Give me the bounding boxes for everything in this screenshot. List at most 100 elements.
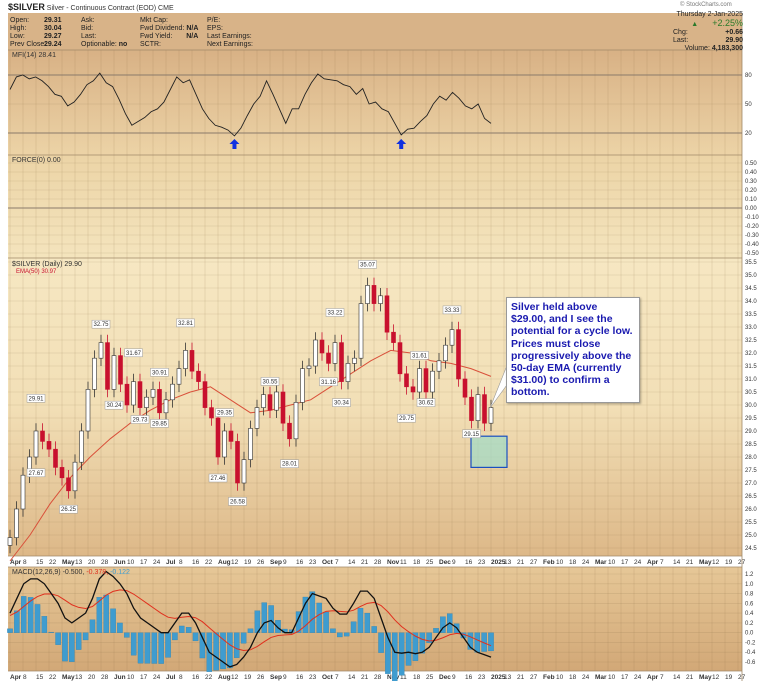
price-label: 26.25	[61, 507, 77, 513]
macd-histogram-bar	[96, 597, 103, 633]
price-label-box	[319, 377, 338, 387]
x-axis-strip	[8, 556, 742, 567]
macd-histogram-bar	[275, 620, 281, 633]
price-label: 27.67	[28, 471, 44, 477]
y-tick-label: 80	[745, 73, 752, 79]
candle-body	[430, 370, 435, 393]
candle-body	[475, 394, 481, 421]
x-tick-label: 20	[88, 674, 96, 681]
x-tick-label: 23	[478, 674, 486, 681]
candle-body	[53, 448, 58, 468]
macd-histogram-bar	[185, 627, 192, 633]
x-tick-label: May	[699, 559, 712, 566]
candle-body	[137, 381, 143, 408]
macd-histogram-bar	[117, 622, 123, 633]
price-label-box	[26, 394, 46, 403]
x-tick-label: 22	[205, 559, 213, 566]
macd-histogram-bar	[412, 632, 419, 661]
candle-body	[183, 350, 188, 369]
candle-body	[469, 396, 474, 421]
candle-body	[417, 368, 422, 393]
candle-body	[196, 370, 201, 382]
candle-body	[105, 342, 110, 390]
price-label: 29.15	[464, 432, 480, 438]
y-tick-label: 25.5	[745, 520, 757, 526]
candle-body	[443, 344, 448, 362]
y-tick-label: 0.10	[745, 197, 757, 203]
x-axis-strip-bottom	[8, 671, 742, 681]
x-tick-label: Sep	[270, 674, 282, 681]
y-tick-label: -0.2	[745, 640, 756, 646]
macd-histogram-bar	[474, 632, 481, 653]
macd-histogram-bar	[103, 594, 109, 633]
y-tick-label: 0.4	[745, 611, 754, 617]
x-tick-label: Oct	[322, 674, 334, 681]
candle-body	[144, 396, 149, 408]
candle-body	[313, 339, 318, 367]
macd-legend: MACD(12,26,9) -0.500, -0.378, -0.122	[12, 569, 130, 576]
x-tick-label: 17	[140, 674, 148, 681]
x-tick-label: Apr	[10, 559, 22, 566]
x-tick-label: 25	[426, 559, 434, 566]
candle-body	[410, 386, 416, 393]
x-tick-label: 16	[192, 559, 200, 566]
candle-body	[397, 342, 403, 375]
x-tick-label: 26	[257, 674, 265, 681]
macd-panel	[8, 567, 742, 671]
y-tick-label: 31.5	[745, 364, 757, 370]
x-tick-label: 19	[725, 559, 733, 566]
candle-body	[157, 389, 162, 414]
x-tick-label: 19	[244, 559, 252, 566]
x-tick-label: 12	[712, 559, 720, 566]
x-tick-label: 18	[569, 559, 577, 566]
candle-body	[267, 394, 273, 411]
macd-histogram-bar	[20, 596, 27, 633]
target-zone-box	[470, 435, 508, 469]
macd-histogram-bar	[385, 632, 391, 674]
candle-body	[59, 467, 65, 479]
macd-histogram-bar	[165, 632, 171, 658]
y-tick-label: -0.50	[745, 251, 759, 257]
candle-body	[241, 459, 247, 484]
y-tick-label: 0.00	[745, 206, 757, 212]
y-tick-label: 0.30	[745, 179, 757, 185]
macd-histogram-bar	[179, 625, 185, 633]
x-tick-label: 24	[153, 559, 161, 566]
force-panel	[8, 155, 742, 258]
info-panel	[8, 13, 742, 50]
x-tick-label: 28	[101, 559, 109, 566]
macd-histogram-bar	[405, 632, 412, 666]
x-tick-label: Jun	[114, 674, 126, 681]
price-label-box	[91, 319, 111, 329]
candle-body	[404, 373, 409, 388]
price-label: 30.55	[262, 379, 278, 385]
price-label: 33.22	[327, 311, 343, 317]
price-label-box	[332, 398, 351, 407]
price-label-box	[104, 400, 124, 410]
candle-body	[332, 342, 338, 364]
x-tick-label: Mar	[595, 674, 607, 681]
x-tick-label: 28	[374, 559, 382, 566]
quote-fields: Ask: Bid: Last: Optionable: no	[81, 17, 128, 48]
x-tick-label: 7	[660, 559, 664, 566]
x-tick-label: 24	[153, 674, 161, 681]
x-tick-label: 28	[101, 674, 109, 681]
x-tick-label: 8	[23, 674, 27, 681]
price-label-box	[410, 351, 429, 360]
price-label-box	[130, 415, 150, 424]
candle-body	[14, 508, 19, 538]
price-label-box	[358, 260, 377, 269]
price-label: 29.75	[399, 416, 415, 422]
x-tick-label: Mar	[595, 559, 607, 566]
macd-histogram-bar	[124, 632, 130, 638]
candle-body	[423, 368, 429, 393]
y-tick-label: 30.0	[745, 403, 757, 409]
credit: © StockCharts.com	[680, 2, 732, 8]
x-tick-label: 2025	[491, 559, 506, 566]
x-tick-label: 24	[582, 559, 590, 566]
candle-body	[449, 329, 455, 346]
x-tick-label: Jul	[166, 559, 176, 566]
price-label: 29.73	[132, 418, 148, 424]
price-label: 29.91	[28, 396, 44, 402]
y-tick-label: 25.0	[745, 533, 757, 539]
